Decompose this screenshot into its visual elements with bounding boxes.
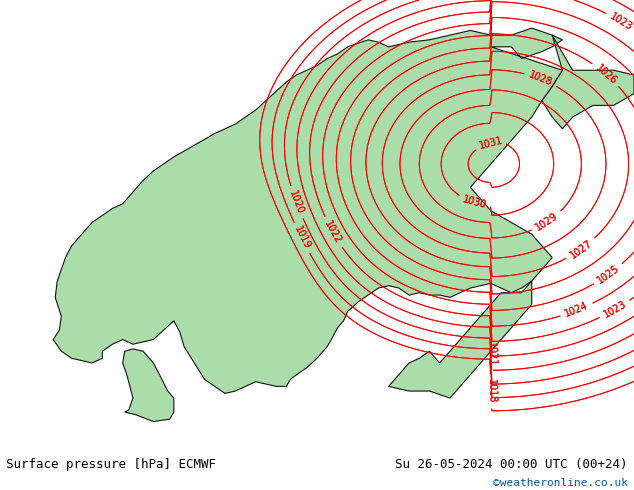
Text: 1028: 1028 bbox=[527, 70, 554, 88]
Text: Su 26-05-2024 00:00 UTC (00+24): Su 26-05-2024 00:00 UTC (00+24) bbox=[395, 459, 628, 471]
Text: 1020: 1020 bbox=[287, 189, 306, 216]
Text: 1023: 1023 bbox=[602, 299, 628, 320]
Text: 1020: 1020 bbox=[287, 189, 306, 216]
Text: 1026: 1026 bbox=[593, 63, 619, 86]
Text: 1022: 1022 bbox=[323, 219, 343, 245]
Text: 1023: 1023 bbox=[608, 11, 634, 33]
Text: 1021: 1021 bbox=[486, 342, 497, 367]
Text: 1029: 1029 bbox=[534, 211, 560, 233]
Text: 1027: 1027 bbox=[568, 238, 594, 260]
Text: 1025: 1025 bbox=[595, 263, 621, 286]
Polygon shape bbox=[53, 28, 562, 393]
Text: ©weatheronline.co.uk: ©weatheronline.co.uk bbox=[493, 478, 628, 488]
Polygon shape bbox=[389, 281, 532, 398]
Text: 1024: 1024 bbox=[564, 301, 590, 319]
Text: 1027: 1027 bbox=[568, 238, 594, 260]
Text: 1019: 1019 bbox=[292, 225, 312, 251]
Text: Surface pressure [hPa] ECMWF: Surface pressure [hPa] ECMWF bbox=[6, 459, 216, 471]
Polygon shape bbox=[542, 35, 634, 129]
Text: 1023: 1023 bbox=[602, 299, 628, 320]
Text: 1030: 1030 bbox=[462, 195, 488, 211]
Text: 1023: 1023 bbox=[608, 11, 634, 33]
Text: 1018: 1018 bbox=[486, 379, 496, 404]
Text: 1031: 1031 bbox=[478, 135, 504, 150]
Text: 1024: 1024 bbox=[564, 301, 590, 319]
Text: 1025: 1025 bbox=[595, 263, 621, 286]
Text: 1031: 1031 bbox=[478, 135, 504, 150]
Text: 1029: 1029 bbox=[534, 211, 560, 233]
Polygon shape bbox=[123, 349, 174, 421]
Text: 1019: 1019 bbox=[292, 225, 312, 251]
Text: 1022: 1022 bbox=[323, 219, 343, 245]
Text: 1018: 1018 bbox=[486, 379, 496, 404]
Text: 1026: 1026 bbox=[593, 63, 619, 86]
Text: 1028: 1028 bbox=[527, 70, 554, 88]
Text: 1021: 1021 bbox=[486, 342, 497, 367]
Text: 1030: 1030 bbox=[462, 195, 488, 211]
